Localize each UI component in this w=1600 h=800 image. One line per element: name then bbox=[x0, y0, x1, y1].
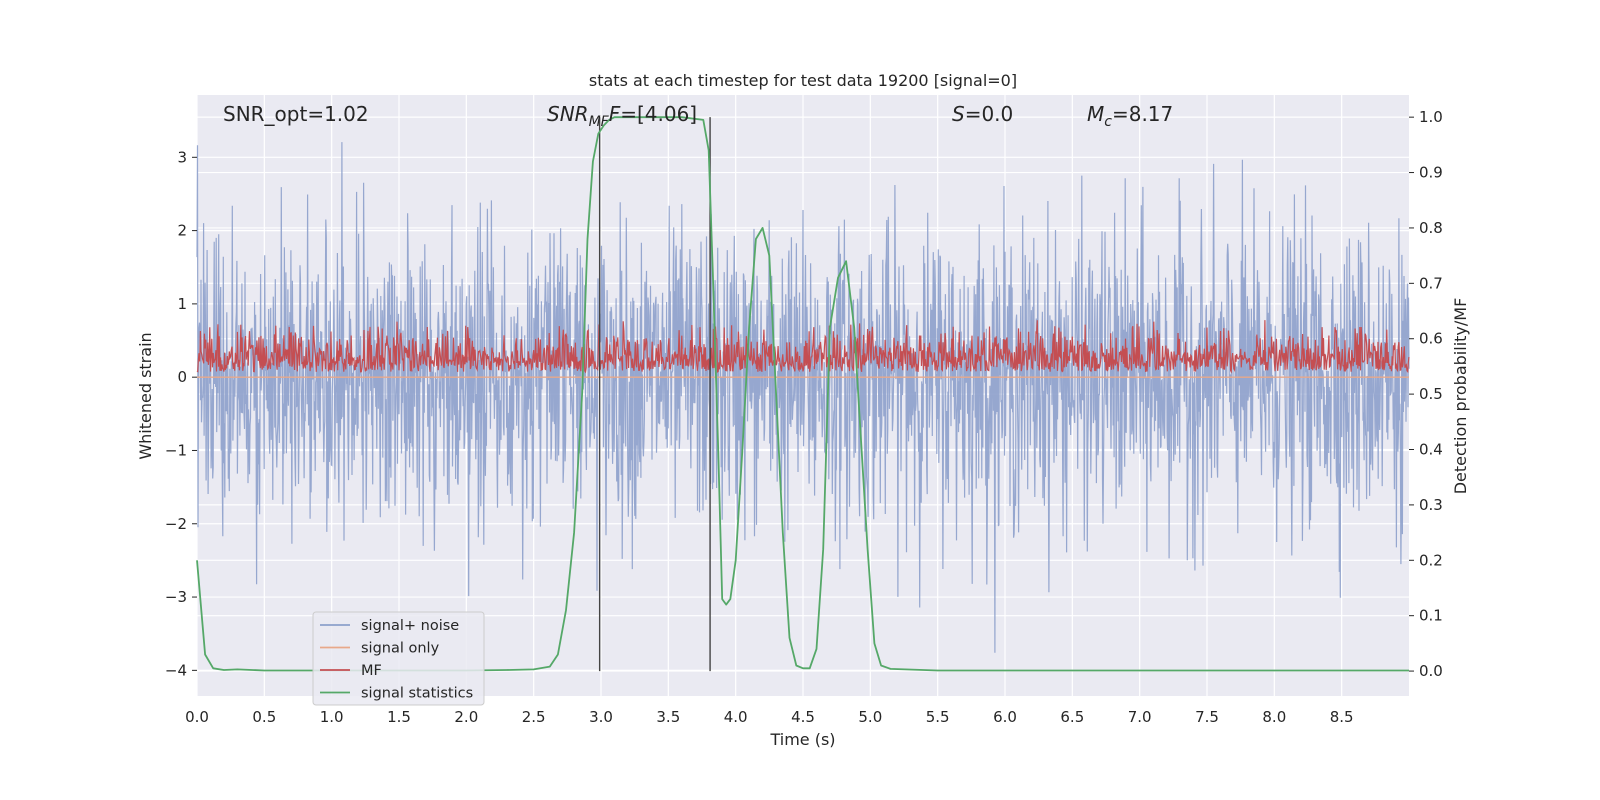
mf-series bbox=[196, 320, 1410, 374]
x-tick-label: 0.5 bbox=[252, 708, 276, 726]
x-tick-label: 4.5 bbox=[791, 708, 815, 726]
y-left-tick-label: −3 bbox=[165, 588, 187, 606]
mc-rest: =8.17 bbox=[1112, 102, 1173, 126]
y-left-axis-label: Whitened strain bbox=[136, 332, 155, 459]
s-rest: =0.0 bbox=[965, 102, 1014, 126]
y-left-tick-label: −1 bbox=[165, 441, 187, 459]
s-main: S bbox=[952, 102, 965, 126]
legend-label: MF bbox=[361, 663, 382, 679]
y-right-tick-label: 0.3 bbox=[1419, 496, 1443, 514]
y-right-tick-label: 0.4 bbox=[1419, 441, 1443, 459]
y-right-tick-label: 0.2 bbox=[1419, 551, 1443, 569]
y-right-tick-label: 0.1 bbox=[1419, 607, 1443, 625]
legend-label: signal only bbox=[361, 641, 440, 657]
signal-statistics-series bbox=[196, 116, 1409, 672]
x-tick-label: 7.5 bbox=[1195, 708, 1219, 726]
legend-label: signal+ noise bbox=[361, 618, 459, 634]
y-right-tick-label: 0.0 bbox=[1419, 662, 1443, 680]
snr-mf-main: SNR bbox=[547, 102, 589, 126]
x-tick-label: 6.0 bbox=[993, 708, 1017, 726]
x-tick-label: 3.0 bbox=[589, 708, 613, 726]
x-tick-label: 1.0 bbox=[320, 708, 344, 726]
x-tick-label: 2.5 bbox=[522, 708, 546, 726]
annotation-s: S=0.0 bbox=[952, 102, 1013, 126]
y-left-tick-labels: 3 2 1 0 −1 −2 −3 −4 bbox=[165, 148, 197, 679]
x-tick-label: 0.0 bbox=[185, 708, 209, 726]
y-right-tick-label: 1.0 bbox=[1419, 108, 1443, 126]
x-tick-label: 5.5 bbox=[926, 708, 950, 726]
x-tick-label: 8.0 bbox=[1262, 708, 1286, 726]
legend: signal+ noise signal only MF signal statist… bbox=[312, 611, 485, 706]
legend-box bbox=[312, 611, 485, 706]
y-right-axis-label: Detection probability/MF bbox=[1451, 298, 1470, 495]
annotation-snr-opt: SNR_opt=1.02 bbox=[223, 102, 369, 126]
y-left-tick-label: −4 bbox=[165, 661, 187, 679]
x-axis-label: Time (s) bbox=[769, 730, 835, 749]
x-tick-label: 4.0 bbox=[724, 708, 748, 726]
x-tick-label: 5.0 bbox=[858, 708, 882, 726]
y-right-tick-label: 0.5 bbox=[1419, 385, 1443, 403]
y-left-tick-label: −2 bbox=[165, 515, 187, 533]
legend-label: signal statistics bbox=[361, 686, 473, 702]
snr-mf-rest: =[4.06] bbox=[620, 102, 697, 126]
mf-line bbox=[196, 320, 1410, 374]
y-right-tick-label: 0.8 bbox=[1419, 219, 1443, 237]
signal-statistics-line bbox=[196, 116, 1409, 672]
y-left-tick-label: 3 bbox=[177, 148, 187, 166]
y-left-tick-label: 2 bbox=[177, 222, 187, 240]
annotation-mc: Mc=8.17 bbox=[1087, 102, 1173, 130]
y-left-tick-label: 0 bbox=[177, 368, 187, 386]
chart-title: stats at each timestep for test data 192… bbox=[589, 71, 1017, 90]
y-right-tick-label: 0.9 bbox=[1419, 164, 1443, 182]
signal-noise-series bbox=[196, 142, 1410, 653]
annotation-snr-mf: SNRMFF=[4.06] bbox=[547, 102, 697, 130]
snr-mf-sub: MF bbox=[589, 114, 610, 130]
x-tick-label: 6.5 bbox=[1060, 708, 1084, 726]
x-tick-label: 7.0 bbox=[1128, 708, 1152, 726]
x-tick-label: 1.5 bbox=[387, 708, 411, 726]
signal-noise-line bbox=[196, 142, 1410, 653]
x-tick-label: 8.5 bbox=[1330, 708, 1354, 726]
x-tick-label: 2.0 bbox=[454, 708, 478, 726]
y-right-tick-label: 0.6 bbox=[1419, 330, 1443, 348]
x-tick-label: 3.5 bbox=[656, 708, 680, 726]
mc-sub: c bbox=[1104, 114, 1112, 130]
x-tick-labels: 0.0 0.5 1.0 1.5 2.0 2.5 3.0 3.5 4.0 4.5 5.0 5.5 6.0 6… bbox=[185, 708, 1354, 726]
mc-main: M bbox=[1087, 102, 1104, 126]
snr-mf-f: F bbox=[609, 102, 621, 126]
y-right-tick-labels: 1.0 0.9 0.8 0.7 0.6 0.5 0.4 0.3 0.2 0.1 0.0 bbox=[1409, 108, 1443, 680]
y-right-tick-label: 0.7 bbox=[1419, 274, 1443, 292]
y-left-tick-label: 1 bbox=[177, 295, 187, 313]
